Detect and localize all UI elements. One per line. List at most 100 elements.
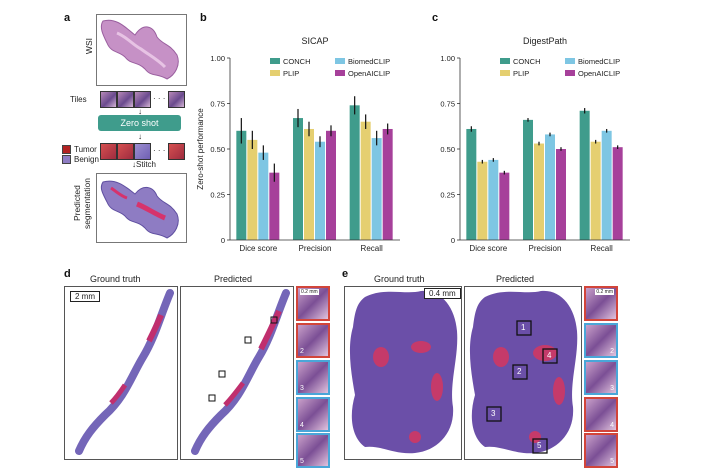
d-thumb-2: 2 xyxy=(296,323,330,358)
e-thumb-scale: 0.2 mm xyxy=(595,289,614,295)
y-tick-label: 0 xyxy=(451,236,455,245)
e-roi-num: 4 xyxy=(547,351,552,360)
d-roi-box xyxy=(270,316,278,324)
panel-a-label: a xyxy=(64,12,71,24)
bar xyxy=(601,130,612,240)
bar xyxy=(304,128,314,240)
d-thumb-num: 3 xyxy=(300,385,304,392)
panel-d-label: d xyxy=(64,268,71,280)
bar xyxy=(293,118,303,240)
e-thumb-num: 4 xyxy=(610,422,614,429)
tile-tumor xyxy=(117,143,134,160)
e-predicted-title: Predicted xyxy=(496,274,535,284)
legend-swatch xyxy=(565,70,575,76)
legend-label: PLIP xyxy=(513,69,529,78)
wsi-image xyxy=(96,14,187,86)
predicted-label-line2: segmentation xyxy=(82,178,92,230)
e-roi-box xyxy=(512,364,528,380)
tiles-ellipsis: · · · xyxy=(153,94,166,103)
tumor-swatch xyxy=(62,145,71,155)
bar xyxy=(477,161,488,240)
tile xyxy=(117,91,134,108)
e-thumb-5: 5 xyxy=(584,433,618,468)
predicted-segmentation-label: Predicted segmentation xyxy=(72,178,92,229)
e-roi-box xyxy=(486,406,502,422)
bar xyxy=(360,121,371,240)
bar xyxy=(315,141,325,240)
e-scale-bar: 0.4 mm xyxy=(424,288,461,299)
chart-title: DigestPath xyxy=(523,36,567,46)
panel-e-label: e xyxy=(342,268,349,280)
y-tick-label: 0.50 xyxy=(210,145,225,154)
y-tick-label: 0.25 xyxy=(440,191,455,200)
sicap-chart: SICAP 0 0.25 0.50 0.75 1.00 Zero-shot performa… xyxy=(196,36,400,253)
e-roi-box xyxy=(516,320,532,336)
benign-swatch xyxy=(62,155,71,165)
x-tick-label: Recall xyxy=(591,244,613,253)
e-pred-tissue xyxy=(469,290,578,454)
bar xyxy=(590,141,601,240)
e-roi-num: 2 xyxy=(517,367,522,376)
bar xyxy=(499,172,510,240)
legend-label: CONCH xyxy=(513,57,541,66)
y-tick-label: 0 xyxy=(221,236,225,245)
tiles-ellipsis-2: · · · xyxy=(153,146,166,155)
stitch-text: Stitch xyxy=(136,160,157,169)
digestpath-chart: DigestPath 0 0.25 0.50 0.75 1.00 CONCH BiomedCL… xyxy=(440,36,630,253)
d-thumb-1: 0.2 mm xyxy=(296,286,330,321)
tile-tumor xyxy=(100,143,117,160)
d-gt-tissue xyxy=(75,289,174,455)
e-roi-box xyxy=(542,348,558,364)
bar xyxy=(269,172,280,240)
e-thumb-num: 2 xyxy=(610,348,614,355)
bar xyxy=(349,105,360,240)
y-tick-label: 1.00 xyxy=(440,54,455,63)
arrow-down-icon: ↓ xyxy=(138,132,142,141)
legend-swatch xyxy=(270,58,280,64)
bar xyxy=(534,143,544,240)
panel-c-label: c xyxy=(432,12,439,24)
e-thumb-num: 3 xyxy=(610,385,614,392)
e-roi-box xyxy=(532,438,548,454)
y-tick-label: 0.75 xyxy=(440,100,455,109)
legend-swatch xyxy=(270,70,280,76)
legend-label: BiomedCLIP xyxy=(578,57,620,66)
d-roi-box xyxy=(218,370,226,378)
legend-swatch xyxy=(565,58,575,64)
d-roi-box xyxy=(208,394,216,402)
d-thumb-3: 3 xyxy=(296,360,330,395)
e-thumb-2: 2 xyxy=(584,323,618,358)
panel-b-label: b xyxy=(200,12,207,24)
e-ground-truth-title: Ground truth xyxy=(374,274,425,284)
d-roi-box xyxy=(244,336,252,344)
d-ground-truth-image: 2 mm xyxy=(64,286,178,460)
tile xyxy=(134,91,151,108)
predicted-segmentation-image xyxy=(96,173,187,243)
bar xyxy=(612,147,623,240)
d-ground-truth-title: Ground truth xyxy=(90,274,141,284)
x-tick-label: Recall xyxy=(361,244,383,253)
bar xyxy=(466,128,477,240)
d-pred-tissue xyxy=(191,289,290,455)
predicted-segmentation-tissue xyxy=(100,180,179,239)
bar xyxy=(326,130,336,240)
legend-benign-label: Benign xyxy=(74,155,99,164)
d-thumb-scale: 0.2 mm xyxy=(300,289,319,295)
d-thumb-num: 2 xyxy=(300,348,304,355)
tiles-label: Tiles xyxy=(70,95,87,104)
legend-label: BiomedCLIP xyxy=(348,57,390,66)
e-thumb-num: 5 xyxy=(610,458,614,465)
arrow-down-icon: ↓ xyxy=(138,107,142,116)
y-tick-label: 0.25 xyxy=(210,191,225,200)
predicted-label-line1: Predicted xyxy=(72,185,82,222)
e-thumb-3: 3 xyxy=(584,360,618,395)
bar xyxy=(556,149,566,240)
y-tick-label: 0.75 xyxy=(210,100,225,109)
e-roi-num: 3 xyxy=(491,409,496,418)
wsi-tissue xyxy=(100,19,179,80)
bar xyxy=(371,138,382,240)
d-scale-bar: 2 mm xyxy=(70,291,100,302)
tile xyxy=(168,91,185,108)
bar xyxy=(258,152,269,240)
legend-label: CONCH xyxy=(283,57,311,66)
